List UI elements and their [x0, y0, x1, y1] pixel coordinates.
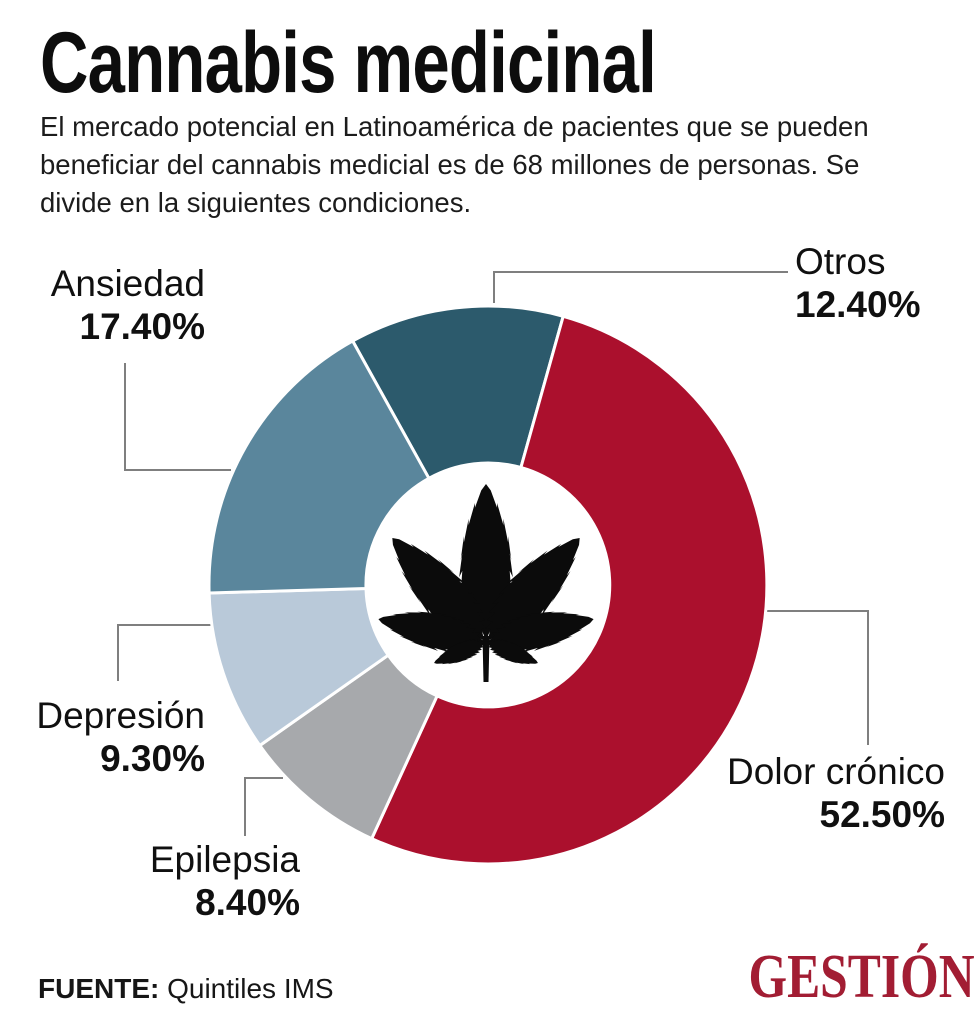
source-label: FUENTE:: [38, 973, 160, 1004]
slice-ansiedad: [207, 339, 431, 595]
slice-label-value: 12.40%: [795, 284, 921, 325]
leaf-stem: [482, 636, 490, 682]
leaflet: [485, 537, 580, 642]
leaflet: [434, 638, 486, 665]
leaflet: [378, 611, 486, 653]
donut-slices: [207, 304, 769, 866]
leader-lines: [117, 271, 869, 836]
slice-label-ansiedad: Ansiedad 17.40%: [51, 262, 205, 348]
slice-label-value: 17.40%: [79, 306, 206, 347]
leader-epilepsia: [244, 777, 283, 836]
leader-dolor-cronico: [766, 610, 869, 745]
slice-label-depresion: Depresión 9.30%: [36, 694, 205, 780]
leaflet: [486, 638, 538, 665]
page-title: Cannabis medicinal: [40, 15, 657, 111]
slice-label-name: Dolor crónico: [727, 751, 945, 792]
slice-label-name: Ansiedad: [50, 263, 205, 304]
slice-label-value: 52.50%: [819, 794, 946, 835]
slice-label-value: 9.30%: [100, 738, 205, 779]
leaflet: [486, 611, 594, 653]
leaflet: [392, 537, 487, 642]
subtitle-line-2: beneficiar del cannabis medicial es de 6…: [40, 149, 860, 180]
leader-otros: [493, 271, 788, 303]
page-subtitle: El mercado potencial en Latinoamérica de…: [40, 108, 869, 222]
slice-dolor-cronico: [370, 314, 769, 866]
subtitle-line-3: divide en la siguientes condiciones.: [40, 187, 472, 218]
slice-label-name: Epilepsia: [149, 839, 300, 880]
slice-label-dolor-cronico: Dolor crónico 52.50%: [727, 750, 945, 836]
gestion-logo: GESTIÓN: [748, 943, 975, 1011]
subtitle-line-1: El mercado potencial en Latinoamérica de…: [40, 111, 869, 142]
source-note: FUENTE: Quintiles IMS: [38, 973, 334, 1005]
source-value: Quintiles IMS: [159, 973, 334, 1004]
slice-label-epilepsia: Epilepsia 8.40%: [150, 838, 300, 924]
slice-label-value: 8.40%: [195, 882, 300, 923]
leader-depresion: [117, 624, 211, 681]
slice-label-name: Otros: [795, 241, 886, 282]
slice-label-otros: Otros 12.40%: [795, 240, 921, 326]
cannabis-leaf-icon: [378, 484, 594, 682]
slice-label-name: Depresión: [36, 695, 205, 736]
leader-ansiedad: [124, 363, 231, 471]
